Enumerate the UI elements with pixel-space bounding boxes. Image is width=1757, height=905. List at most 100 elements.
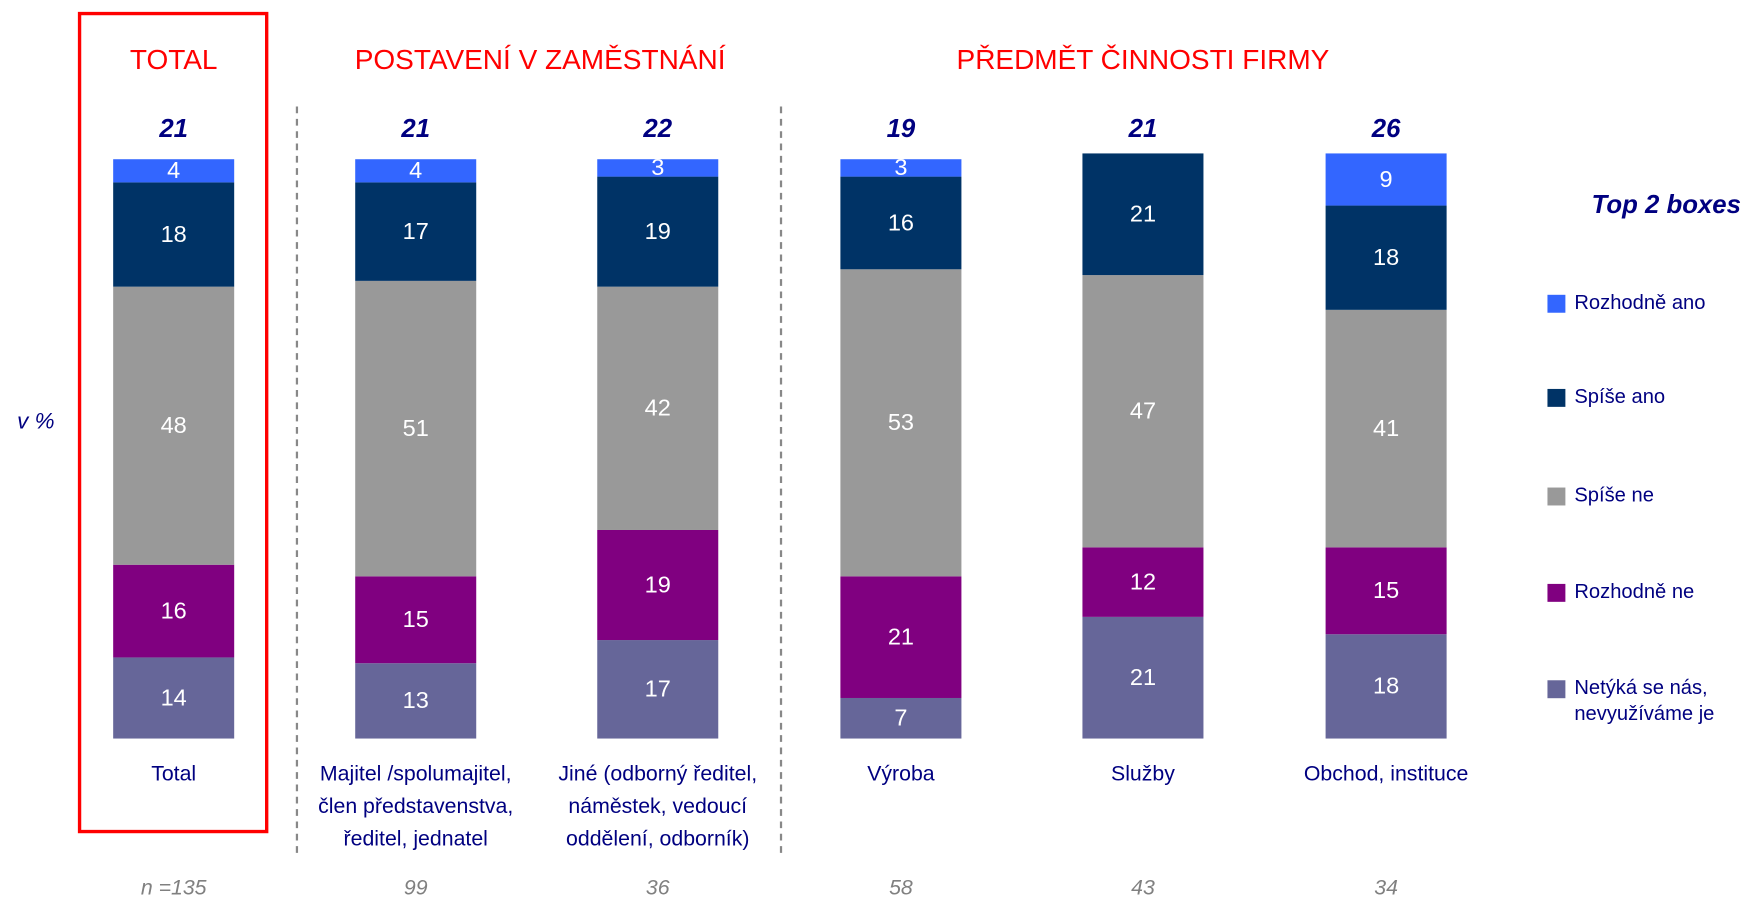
highlight-box: [77, 11, 269, 834]
value-label: 4: [167, 157, 180, 183]
category-label: Majitel /spolumajitel, člen představenstv…: [318, 761, 513, 850]
bar-segment: [113, 564, 235, 658]
category-label: Výroba: [867, 761, 935, 785]
sample-value: 34: [1374, 875, 1398, 899]
value-label: 21: [1130, 664, 1156, 690]
value-label: 12: [1130, 568, 1156, 594]
legend-label: Rozhodně ano: [1574, 292, 1705, 314]
bar-segment: [840, 576, 962, 698]
bar-segment: [597, 176, 719, 287]
value-label: 48: [161, 412, 187, 438]
bar-segment: [597, 529, 719, 641]
bar-segment: [1082, 547, 1204, 617]
value-label: 16: [161, 597, 187, 623]
value-label: 19: [645, 218, 671, 244]
bar-segment: [840, 159, 962, 177]
category-label: Obchod, instituce: [1304, 761, 1468, 785]
value-label: 9: [1380, 166, 1393, 192]
bar-segment: [355, 280, 477, 577]
value-label: 42: [645, 395, 671, 421]
top2-label: 21: [1128, 115, 1158, 143]
legend-swatch: [1547, 680, 1566, 699]
sample-size: 43: [1131, 875, 1155, 899]
legend-label: Netýká se nás, nevyužíváme je: [1574, 678, 1714, 726]
value-label: 3: [894, 154, 907, 180]
bar-segment: [597, 286, 719, 530]
value-label: 53: [888, 409, 914, 435]
legend-label: Spíše ano: [1574, 386, 1665, 408]
group-title: POSTAVENÍ V ZAMĚSTNÁNÍ: [355, 44, 726, 75]
bar-segment: [1325, 547, 1447, 635]
bar-segment: [840, 176, 962, 270]
bar-segment: [1082, 275, 1204, 548]
group-title: TOTAL: [130, 44, 218, 75]
sample-prefix: n =: [141, 875, 171, 899]
value-label: 15: [1373, 577, 1399, 603]
bar-segment: [355, 576, 477, 664]
legend-swatch: [1547, 294, 1566, 313]
sample-value: 135: [171, 875, 207, 899]
sample-size: 36: [646, 875, 670, 899]
bar-segment: [113, 159, 235, 183]
bar-segment: [1325, 634, 1447, 739]
bar-segment: [355, 159, 477, 183]
value-label: 3: [651, 154, 664, 180]
top2-label: 26: [1371, 115, 1401, 143]
top2-label: 19: [887, 115, 916, 143]
bar-segment: [1325, 153, 1447, 206]
bar-segment: [597, 159, 719, 177]
sample-size: 34: [1374, 875, 1398, 899]
legend-label: Spíše ne: [1574, 485, 1654, 507]
bar-segment: [113, 182, 235, 287]
sample-value: 43: [1131, 875, 1155, 899]
bar-segment: [355, 663, 477, 739]
value-label: 7: [894, 705, 907, 731]
legend-swatch: [1547, 487, 1566, 506]
value-label: 15: [403, 606, 429, 632]
top2-label: 21: [400, 115, 430, 143]
bar-segment: [840, 269, 962, 577]
bar-segment: [1325, 205, 1447, 310]
sample-value: 36: [646, 875, 670, 899]
category-label: Total: [151, 761, 196, 785]
value-label: 47: [1130, 398, 1156, 424]
sample-size: n =135: [141, 875, 207, 899]
value-label: 17: [645, 676, 671, 702]
group-title: PŘEDMĚT ČINNOSTI FIRMY: [957, 44, 1330, 75]
legend-swatch: [1547, 583, 1566, 602]
bar-segment: [355, 182, 477, 281]
top2-label: 22: [642, 115, 672, 143]
value-label: 17: [403, 218, 429, 244]
legend-swatch: [1547, 388, 1566, 407]
category-label: Jiné (odborný ředitel, náměstek, vedoucí o…: [558, 761, 757, 850]
sample-value: 58: [889, 875, 913, 899]
value-label: 18: [161, 221, 187, 247]
sample-size: 99: [404, 875, 428, 899]
value-label: 16: [888, 209, 914, 235]
bar-segment: [1325, 309, 1447, 548]
value-label: 41: [1373, 415, 1399, 441]
value-label: 21: [888, 623, 914, 649]
sample-value: 99: [404, 875, 428, 899]
sample-size: 58: [889, 875, 913, 899]
bar-segment: [113, 286, 235, 565]
y-label: v %: [17, 408, 54, 433]
value-label: 18: [1373, 673, 1399, 699]
bar-segment: [597, 640, 719, 739]
bar-segment: [1082, 616, 1204, 739]
bar-segment: [113, 657, 235, 739]
legend-label: Rozhodně ne: [1574, 581, 1694, 603]
bar-segment: [1082, 153, 1204, 276]
value-label: 21: [1130, 201, 1156, 227]
value-label: 14: [161, 684, 187, 710]
value-label: 19: [645, 571, 671, 597]
value-label: 51: [403, 415, 429, 441]
bar-segment: [840, 697, 962, 739]
value-label: 4: [409, 157, 422, 183]
top2-label: 21: [158, 115, 188, 143]
category-label: Služby: [1111, 761, 1175, 785]
legend-title: Top 2 boxes: [1592, 191, 1741, 219]
value-label: 18: [1373, 244, 1399, 270]
value-label: 13: [403, 687, 429, 713]
